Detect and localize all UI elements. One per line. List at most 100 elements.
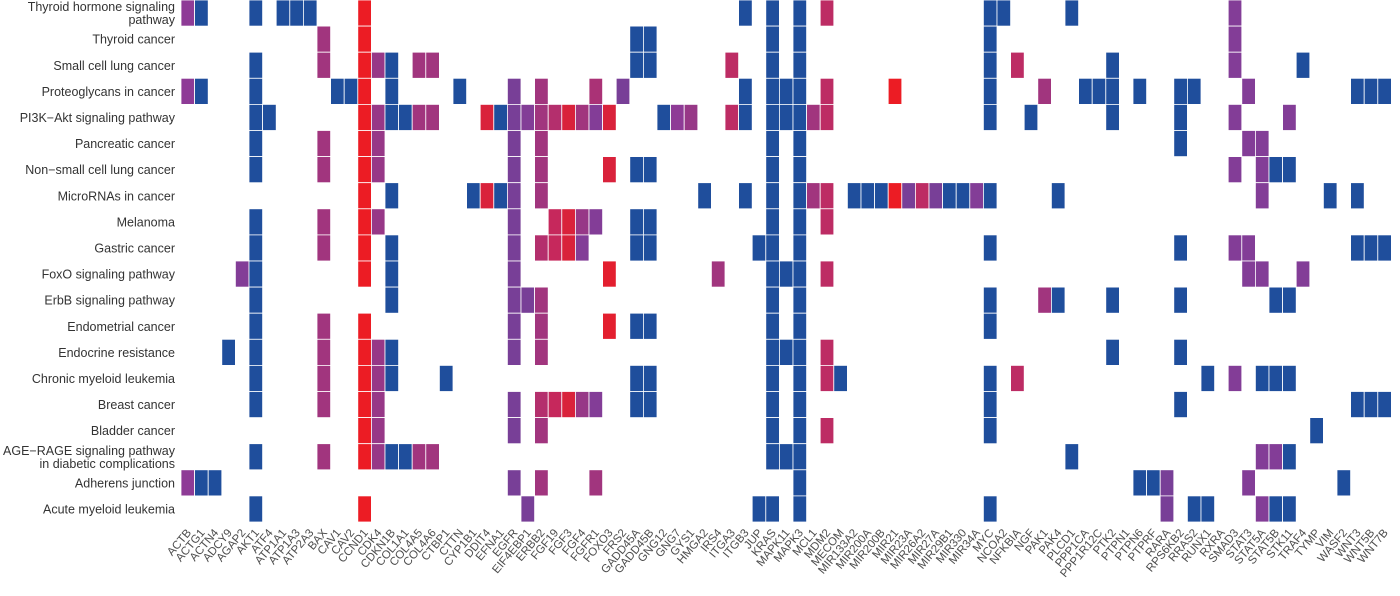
heatmap-cell — [615, 77, 631, 105]
heatmap-cell — [792, 391, 808, 419]
heatmap-cell — [357, 443, 372, 471]
heatmap-cell — [248, 391, 264, 419]
heatmap-cell — [765, 364, 780, 392]
heatmap-cell — [370, 130, 386, 158]
heatmap-cell — [887, 182, 903, 210]
heatmap-cell — [1255, 260, 1270, 288]
heatmap-cell — [534, 104, 549, 131]
heatmap-cell — [248, 0, 264, 27]
heatmap-cell — [1282, 495, 1297, 523]
heatmap-cell — [547, 104, 563, 131]
heatmap-cell — [643, 156, 658, 184]
heatmap-cell — [643, 364, 658, 392]
heatmap-cell — [1309, 417, 1324, 445]
heatmap-cell — [928, 182, 944, 210]
heatmap-cell — [561, 391, 576, 419]
heatmap-cell — [479, 104, 495, 131]
heatmap-cell — [1173, 391, 1188, 419]
heatmap-cell — [506, 130, 522, 158]
row-label: Endocrine resistance — [58, 346, 175, 360]
heatmap-cell — [1282, 364, 1297, 392]
heatmap-cell — [1350, 77, 1365, 105]
heatmap-cell — [683, 104, 699, 131]
heatmap-cell — [1105, 51, 1120, 79]
heatmap-cell — [792, 25, 808, 53]
heatmap-cell — [248, 364, 264, 392]
heatmap-cell — [738, 77, 753, 105]
heatmap-cell — [738, 182, 753, 210]
heatmap-cell — [1363, 391, 1379, 419]
heatmap-cell — [1173, 286, 1188, 314]
heatmap-cell — [751, 495, 767, 523]
heatmap-cell — [588, 77, 604, 105]
heatmap-cell — [534, 391, 549, 419]
row-label: PI3K−Akt signaling pathway — [20, 111, 176, 125]
heatmap-cell — [1078, 77, 1093, 105]
heatmap-cell — [411, 51, 427, 79]
heatmap-cell — [248, 130, 264, 158]
heatmap-cell — [343, 77, 359, 105]
heatmap-cell — [1051, 182, 1066, 210]
heatmap-cell — [534, 286, 549, 314]
heatmap-cell — [765, 234, 780, 262]
heatmap-cell — [915, 182, 930, 210]
heatmap-cell — [819, 208, 835, 236]
heatmap-cell — [547, 234, 563, 262]
heatmap-cell — [506, 312, 522, 340]
heatmap-cell — [425, 443, 440, 471]
heatmap-cell — [588, 208, 604, 236]
heatmap-cell — [466, 182, 481, 210]
heatmap-cell — [547, 391, 563, 419]
heatmap-cell — [792, 417, 808, 445]
heatmap-cell — [194, 469, 209, 497]
heatmap-cell — [425, 104, 440, 131]
heatmap-cell — [779, 77, 794, 105]
heatmap-cell — [629, 25, 644, 53]
heatmap-cell — [493, 182, 508, 210]
heatmap-cell — [370, 417, 386, 445]
heatmap-cell — [1187, 495, 1202, 523]
heatmap-cell — [1010, 364, 1025, 392]
heatmap-cell — [398, 443, 413, 471]
heatmap-cell — [1010, 51, 1025, 79]
heatmap-cell — [561, 208, 576, 236]
heatmap-cell — [1051, 286, 1066, 314]
heatmap-cell — [575, 391, 590, 419]
heatmap-cell — [819, 104, 835, 131]
heatmap-cell — [384, 51, 400, 79]
heatmap-cell — [357, 417, 372, 445]
heatmap-cell — [860, 182, 876, 210]
heatmap-cell — [262, 104, 277, 131]
heatmap-cell — [779, 443, 794, 471]
row-label: Small cell lung cancer — [53, 59, 175, 73]
row-label: Breast cancer — [98, 398, 175, 412]
heatmap-cell — [955, 182, 971, 210]
heatmap-cell — [819, 260, 835, 288]
heatmap-cell — [765, 182, 780, 210]
heatmap-cell — [1227, 156, 1243, 184]
heatmap-cell — [643, 312, 658, 340]
heatmap-cell — [819, 338, 835, 366]
heatmap-cell — [643, 234, 658, 262]
heatmap-cell — [248, 286, 264, 314]
heatmap-cell — [248, 443, 264, 471]
row-label: Adherens junction — [75, 476, 175, 490]
heatmap-cell — [602, 260, 617, 288]
heatmap-cell — [765, 130, 780, 158]
heatmap-cell — [547, 208, 563, 236]
row-label: FoxO signaling pathway — [42, 268, 176, 282]
heatmap-cell — [357, 495, 372, 523]
heatmap-cell — [575, 208, 590, 236]
heatmap-cell — [248, 77, 264, 105]
heatmap-cell — [901, 182, 916, 210]
row-label: Non−small cell lung cancer — [25, 163, 175, 177]
heatmap-cell — [534, 234, 549, 262]
heatmap-cell — [874, 182, 889, 210]
heatmap-cell — [370, 364, 386, 392]
heatmap-cell — [534, 156, 549, 184]
heatmap-cell — [983, 286, 998, 314]
heatmap-cell — [1037, 77, 1052, 105]
heatmap-cell — [792, 260, 808, 288]
heatmap-cell — [1377, 391, 1392, 419]
heatmap-cell — [370, 391, 386, 419]
